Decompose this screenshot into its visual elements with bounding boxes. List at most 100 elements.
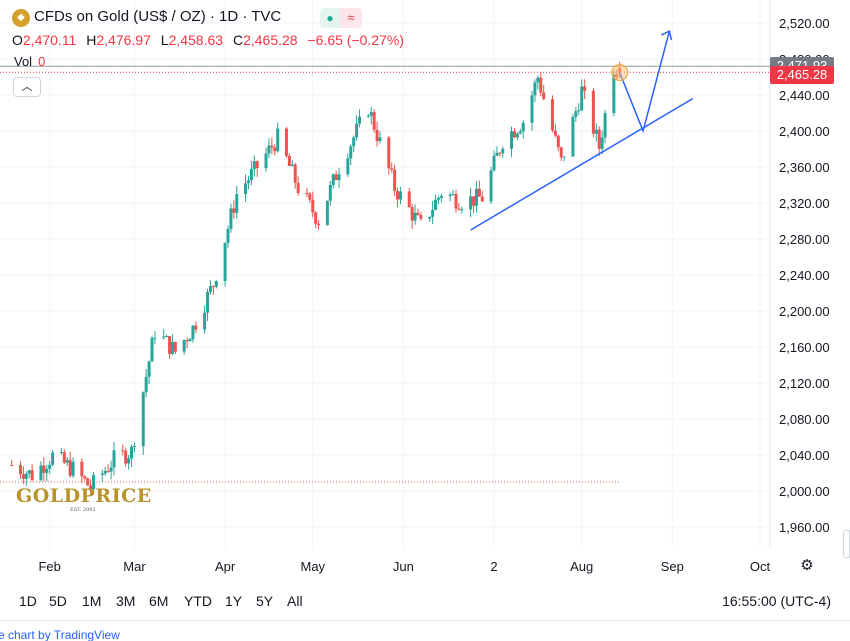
candle-body [287,155,291,166]
candle-body [536,77,540,83]
candle-body [346,158,350,175]
delayed-data-icon: ≈ [340,8,362,28]
candle-body [366,115,370,117]
candle-body [235,194,239,213]
candle-body [100,473,104,475]
x-tick-label: Jun [393,559,414,574]
reference-line [0,65,770,483]
candle-body [591,90,595,134]
candle-body [188,339,192,342]
candle-body [65,460,69,463]
candle-body [583,86,587,91]
volume-legend[interactable]: Vol 0 [14,54,45,69]
y-tick-label: 2,440.00 [779,88,830,103]
candle-body [597,129,601,149]
candle-body [127,458,131,464]
candle-body [165,336,169,338]
candle-body [194,325,198,330]
market-status-badge[interactable]: ● ≈ [320,8,362,28]
candlestick-series [10,61,622,495]
candle-body [603,113,607,138]
candle-body [124,450,128,464]
chart-clock[interactable]: 16:55:00 (UTC-4) [722,593,831,609]
candle-body [244,183,248,195]
candle-body [170,341,174,354]
timeframe-3m[interactable]: 3M [116,593,136,609]
close-value: 2,465.28 [243,32,298,48]
y-tick-label: 2,120.00 [779,376,830,391]
candle-body [59,452,63,454]
chart-title[interactable]: CFDs on Gold (US$ / OZ) · 1D · TVC [34,8,282,25]
candle-body [191,325,195,340]
timeframe-1d[interactable]: 1D [19,593,37,609]
candle-body [396,190,400,200]
candle-body [559,147,563,158]
footer-divider [0,620,850,621]
time-axis: Feb Mar Apr May Jun 2 Aug Sep Oct [38,559,770,574]
axis-settings-icon[interactable]: ⚙ [800,557,814,574]
candle-body [477,188,481,197]
candle-body [141,392,145,447]
candle-body [168,336,172,354]
candle-body [398,191,402,200]
candle-body [83,476,87,479]
candle-body [267,145,271,154]
candle-body [45,468,49,473]
support-trendline [470,97,694,231]
candle-body [305,192,309,194]
x-tick-label: Feb [38,559,60,574]
timeframe-1m[interactable]: 1M [82,593,102,609]
candle-body [30,470,34,481]
timeframe-1y[interactable]: 1Y [225,593,243,609]
candle-body [109,467,113,472]
volume-value: 0 [38,54,46,69]
candle-body [431,209,435,217]
candle-body [39,465,43,481]
candle-body [42,465,46,473]
low-value: 2,458.63 [168,32,224,48]
candle-body [512,131,516,138]
y-tick-label: 2,320.00 [779,196,830,211]
timeframe-all[interactable]: All [287,593,303,609]
candle-body [571,116,575,157]
candle-body [62,452,66,463]
candle-body [232,208,236,213]
candle-body [252,161,256,170]
candle-body [375,129,379,142]
candle-body [460,209,464,211]
x-tick-label: May [300,559,325,574]
tradingview-attribution[interactable]: e chart by TradingView [0,628,120,641]
side-panel-handle[interactable] [843,530,850,558]
candle-body [518,131,522,134]
candle-body [413,212,417,221]
timeframe-ytd[interactable]: YTD [184,593,212,609]
candle-body [419,214,423,219]
candle-body [612,74,616,114]
candle-body [501,148,505,154]
candle-body [296,182,300,193]
y-tick-label: 2,360.00 [779,160,830,175]
collapse-legend-button[interactable]: ︿ [13,77,41,97]
candle-body [325,200,329,226]
candle-body [249,169,253,181]
candle-body [469,196,473,210]
candle-body [352,137,356,147]
candle-body [600,137,604,149]
timeframe-6m[interactable]: 6M [149,593,169,609]
candle-body [314,212,318,224]
candle-body [474,188,478,206]
timeframe-5y[interactable]: 5Y [256,593,274,609]
timeframe-5d[interactable]: 5D [49,593,67,609]
candle-body [311,199,315,213]
high-label: H [86,32,97,48]
candle-body [80,461,84,477]
high-value: 2,476.97 [96,32,151,48]
candle-body [103,470,107,474]
candle-body [436,197,440,200]
y-tick-label: 1,960.00 [779,520,830,535]
candle-body [410,207,414,221]
candle-body [48,464,52,469]
low-label: L [160,32,169,48]
logo-est: EST. 2002 [70,507,96,513]
